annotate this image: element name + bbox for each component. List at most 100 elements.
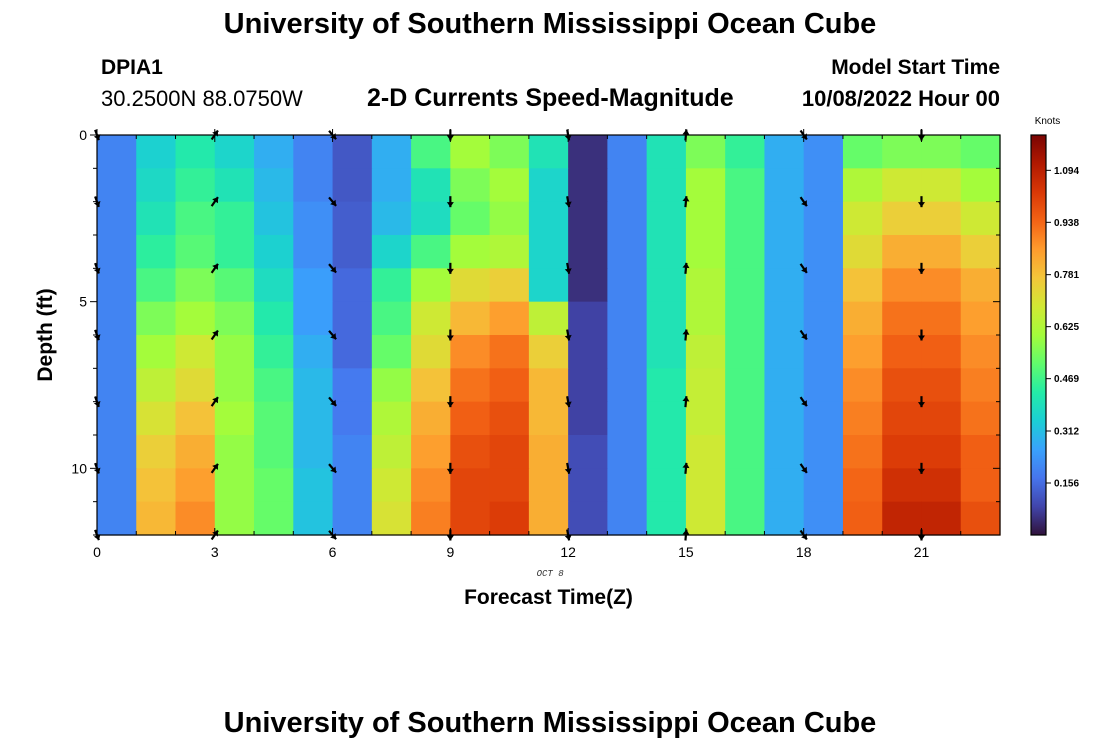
heatmap-cell (97, 268, 137, 303)
heatmap-cell (136, 268, 177, 303)
heatmap-cell (921, 168, 962, 203)
heatmap-cell (254, 301, 294, 336)
heatmap-cell (293, 235, 334, 269)
station-id: DPIA1 (101, 56, 163, 79)
heatmap-cell (489, 235, 530, 269)
heatmap-cell (607, 135, 648, 169)
heatmap-cell (97, 468, 137, 503)
heatmap-cell (764, 335, 805, 369)
heatmap-cell (882, 168, 923, 203)
heatmap-cell (489, 468, 530, 503)
heatmap-cell (607, 301, 648, 336)
heatmap-cell (921, 368, 962, 403)
heatmap-cell (97, 168, 137, 203)
heatmap-cell (293, 135, 334, 169)
heatmap-cell (921, 201, 962, 236)
heatmap-cell (97, 501, 137, 536)
colorbar-tick-label: 0.156 (1054, 479, 1079, 490)
heatmap-cell (136, 168, 177, 203)
heatmap-cell (411, 168, 451, 203)
heatmap-cell (214, 368, 255, 403)
heatmap-cell (803, 435, 844, 469)
heatmap-cell (528, 435, 569, 469)
heatmap-cell (450, 235, 491, 269)
heatmap-cell (921, 335, 962, 369)
x-tick-label: 3 (211, 544, 219, 560)
x-tick-label: 12 (560, 544, 576, 560)
current-vector-arrow (799, 263, 808, 274)
heatmap-cell (371, 501, 412, 536)
heatmap-cell (97, 401, 137, 436)
colorbar-tick-label: 0.938 (1054, 218, 1079, 229)
heatmap-cell (960, 168, 1001, 203)
heatmap-cell (921, 301, 962, 336)
heatmap-cell (332, 435, 373, 469)
heatmap-cell (450, 201, 491, 236)
heatmap-cell (528, 335, 569, 369)
current-vector-arrow (799, 196, 808, 207)
heatmap-cell (371, 135, 412, 169)
heatmap-cell (528, 135, 569, 169)
heatmap-cell (97, 235, 137, 269)
current-vector-arrow (917, 329, 925, 341)
heatmap-cell (803, 268, 844, 303)
heatmap-cell (725, 335, 766, 369)
heatmap-cell (332, 268, 373, 303)
heatmap-cell (175, 135, 216, 169)
heatmap-cell (293, 435, 334, 469)
colorbar: 1.094 0.938 0.781 0.625 0.469 0.312 0.156 (1030, 134, 1079, 536)
heatmap-cell (175, 301, 216, 336)
heatmap-cell (646, 235, 687, 269)
y-tick-label: 0 (79, 127, 87, 143)
heatmap-cell (411, 501, 451, 536)
heatmap-cell (960, 301, 1001, 336)
heatmap-cell (214, 301, 255, 336)
x-tick-label: 21 (914, 544, 930, 560)
x-axis-label: Forecast Time(Z) (464, 586, 633, 609)
heatmap-cell (97, 435, 137, 469)
heatmap-cell (175, 235, 216, 269)
current-vector-arrow (917, 196, 925, 208)
heatmap-cell (293, 268, 334, 303)
chart-title: 2-D Currents Speed-Magnitude (367, 84, 734, 112)
y-tick-label: 10 (71, 460, 87, 476)
colorbar-tick-label: 0.781 (1054, 270, 1079, 281)
heatmap-cell (803, 168, 844, 203)
heatmap-cell (528, 301, 569, 336)
heatmap-cell (214, 501, 255, 536)
heatmap-cell (175, 168, 216, 203)
heatmap-cell (214, 335, 255, 369)
y-axis: 0 5 10 (71, 127, 1000, 536)
heatmap-cell (371, 401, 412, 436)
heatmap-cell (842, 368, 883, 403)
x-tick-label: 6 (329, 544, 337, 560)
heatmap-cell (607, 468, 648, 503)
heatmap-cell (607, 435, 648, 469)
heatmap-cell (136, 235, 177, 269)
heatmap-cell (842, 135, 883, 169)
heatmap-cell (136, 335, 177, 369)
heatmap-cell (646, 335, 687, 369)
heatmap-cell (882, 335, 923, 369)
current-vector-arrow (564, 396, 572, 408)
current-vector-arrow (328, 396, 337, 407)
heatmap-cell (842, 401, 883, 436)
heatmap-cell (646, 168, 687, 203)
heatmap-cell (921, 435, 962, 469)
heatmap-cell (254, 235, 294, 269)
heatmap-cell (921, 268, 962, 303)
heatmap-cell (646, 301, 687, 336)
heatmap-cell (803, 135, 844, 169)
current-vector-arrow (328, 463, 337, 474)
heatmap-cell (764, 368, 805, 403)
heatmap-cell (921, 135, 962, 169)
heatmap-cell (568, 201, 608, 236)
heatmap-cell (646, 501, 687, 536)
heatmap-cell (175, 335, 216, 369)
current-vector-arrow (799, 396, 808, 407)
heatmap-cell (450, 268, 491, 303)
heatmap-cell (803, 201, 844, 236)
colorbar-tick-label: 0.312 (1054, 427, 1079, 438)
heatmap-cell (254, 268, 294, 303)
